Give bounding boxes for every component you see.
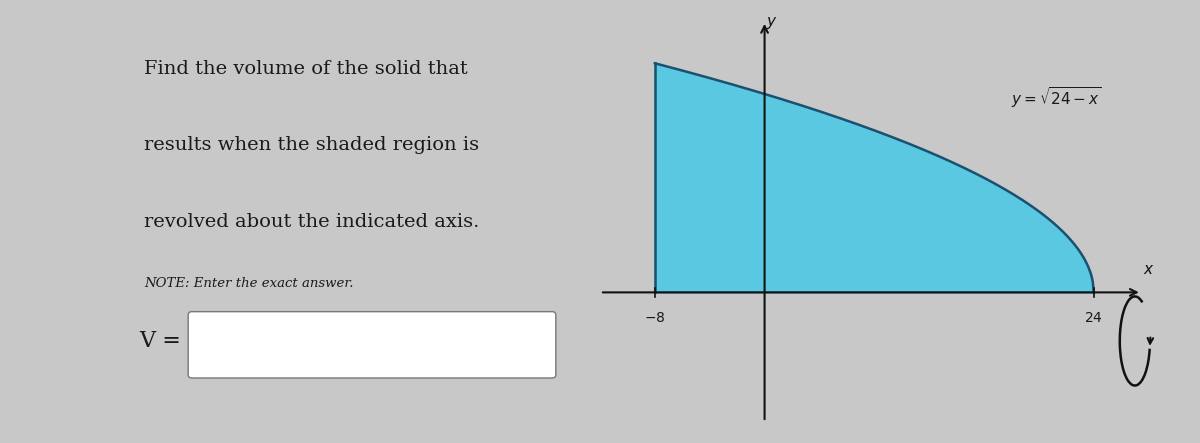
Text: $y = \sqrt{24-x}$: $y = \sqrt{24-x}$ [1012, 85, 1102, 110]
Text: $y$: $y$ [766, 15, 778, 31]
Text: $24$: $24$ [1085, 311, 1103, 325]
Text: $-8$: $-8$ [644, 311, 666, 325]
Text: NOTE: Enter the exact answer.: NOTE: Enter the exact answer. [144, 277, 354, 290]
Text: revolved about the indicated axis.: revolved about the indicated axis. [144, 213, 479, 231]
FancyBboxPatch shape [188, 312, 556, 378]
Text: results when the shaded region is: results when the shaded region is [144, 136, 479, 155]
Text: V =: V = [139, 330, 181, 352]
Text: $x$: $x$ [1142, 263, 1154, 277]
Text: Find the volume of the solid that: Find the volume of the solid that [144, 60, 468, 78]
